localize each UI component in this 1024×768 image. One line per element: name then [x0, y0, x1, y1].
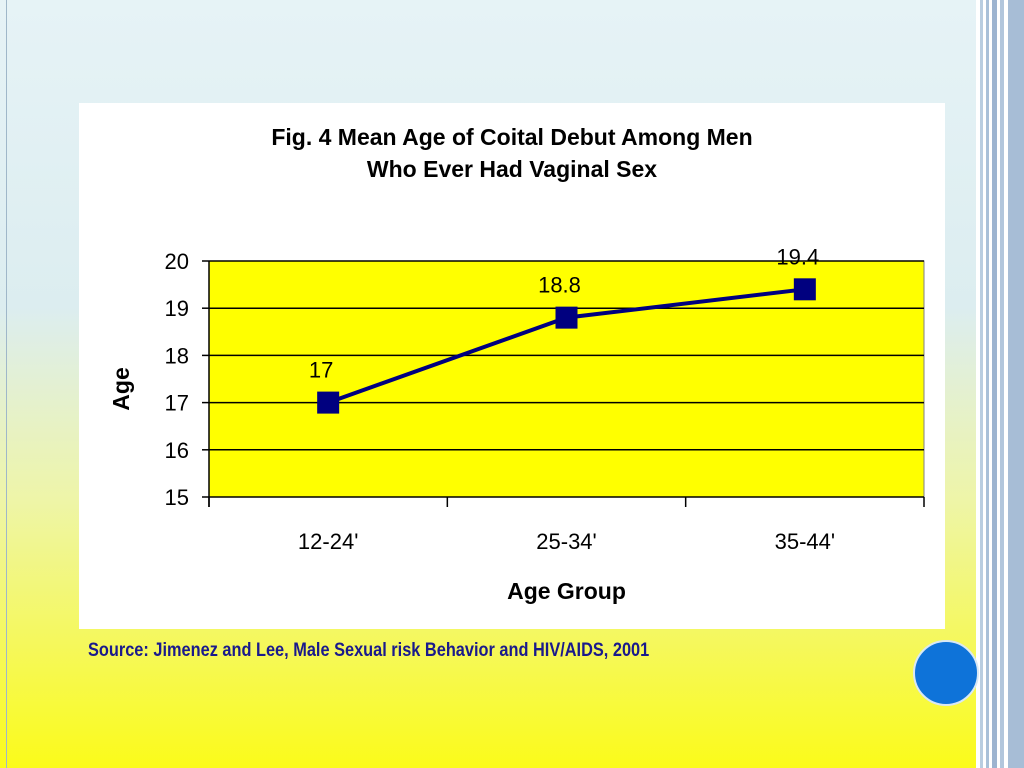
data-label: 18.8 [538, 273, 581, 298]
chart-title-line-1: Fig. 4 Mean Age of Coital Debut Among Me… [271, 124, 753, 150]
line-chart: 15 16 17 18 19 20 12-24' 25-34' 35-44' Age Group A… [108, 244, 925, 604]
source-citation: Source: Jimenez and Lee, Male Sexual ris… [88, 640, 650, 661]
data-point [555, 306, 578, 329]
x-tick-label: 25-34' [536, 529, 596, 554]
chart-container: Fig. 4 Mean Age of Coital Debut Among Me… [79, 103, 945, 629]
accent-dot [913, 640, 979, 706]
chart-title-line-2: Who Ever Had Vaginal Sex [366, 156, 658, 182]
plot-area [208, 260, 925, 498]
x-tick-label: 35-44' [775, 529, 835, 554]
y-tick-label: 17 [165, 391, 189, 416]
x-axis-title: Age Group [507, 578, 626, 604]
y-tick-label: 19 [165, 296, 189, 321]
y-tick-label: 18 [165, 343, 189, 368]
x-tick-label: 12-24' [298, 529, 358, 554]
y-tick-label: 16 [165, 438, 189, 463]
chart-title: Fig. 4 Mean Age of Coital Debut Among Me… [79, 121, 945, 185]
data-label: 17 [309, 358, 333, 383]
y-axis-title: Age [108, 367, 134, 410]
y-tick-label: 15 [165, 485, 189, 510]
data-point [793, 278, 816, 301]
data-label: 19.4 [776, 244, 819, 269]
y-tick-label: 20 [165, 249, 189, 274]
data-point [317, 391, 340, 414]
decorative-stripes [976, 0, 1024, 768]
